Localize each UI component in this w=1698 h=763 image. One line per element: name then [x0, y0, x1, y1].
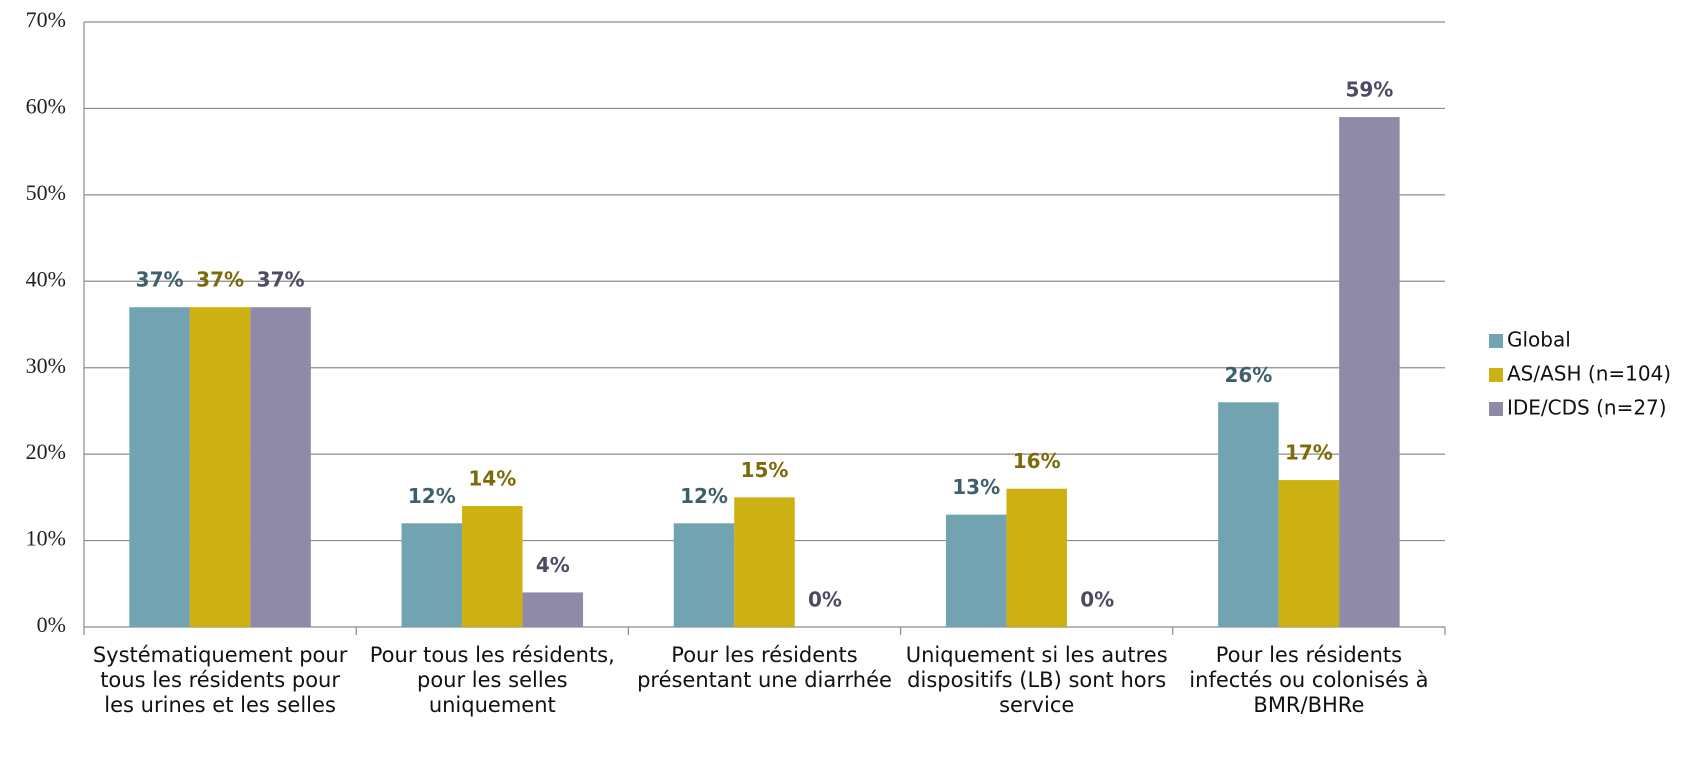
value-label: 26% — [1224, 363, 1272, 387]
bar — [673, 523, 735, 627]
value-label: 0% — [1080, 588, 1114, 612]
value-label: 13% — [952, 475, 1000, 499]
x-tick-label: Uniquement si les autres dispositifs (LB… — [905, 643, 1168, 717]
x-tick-label: Pour tous les résidents, pour les selles… — [369, 643, 615, 717]
bar — [1006, 488, 1067, 627]
value-label: 15% — [741, 458, 789, 482]
y-tick-label: 60% — [26, 93, 66, 118]
value-label: 4% — [536, 553, 570, 577]
legend-label: Global — [1507, 328, 1571, 352]
bar — [189, 307, 251, 627]
bar — [1278, 480, 1340, 627]
y-tick-label: 20% — [26, 439, 66, 464]
y-tick-label: 10% — [26, 526, 66, 551]
bar — [945, 514, 1007, 627]
bar — [734, 497, 795, 627]
value-label: 17% — [1285, 441, 1333, 465]
x-tick-label: Pour les résidents présentant une diarrh… — [637, 643, 892, 692]
bar — [1339, 117, 1400, 628]
value-label: 37% — [257, 268, 305, 292]
value-label: 12% — [408, 484, 456, 508]
legend-label: IDE/CDS (n=27) — [1507, 396, 1667, 420]
value-label: 37% — [196, 268, 244, 292]
y-tick-label: 30% — [26, 353, 66, 378]
value-label: 16% — [1013, 449, 1061, 473]
value-label: 37% — [136, 268, 184, 292]
value-label: 12% — [680, 484, 728, 508]
legend-label: AS/ASH (n=104) — [1507, 362, 1671, 386]
x-tick-label: Systématiquement pour tous les résidents… — [92, 643, 348, 717]
bar — [522, 592, 584, 627]
x-tick-label: Pour les résidents infectés ou colonisés… — [1189, 643, 1429, 717]
legend-swatch — [1489, 334, 1503, 348]
bar — [250, 307, 311, 627]
bar — [462, 506, 523, 627]
y-tick-label: 70% — [26, 7, 66, 32]
bar — [129, 307, 190, 627]
value-label: 59% — [1345, 78, 1393, 102]
y-tick-label: 0% — [37, 612, 66, 637]
bar — [1218, 402, 1279, 627]
value-label: 14% — [468, 467, 516, 491]
y-tick-label: 40% — [26, 266, 66, 291]
legend-swatch — [1489, 368, 1503, 382]
value-label: 0% — [808, 588, 842, 612]
y-tick-label: 50% — [26, 180, 66, 205]
bar — [401, 523, 463, 627]
legend-swatch — [1489, 402, 1503, 416]
